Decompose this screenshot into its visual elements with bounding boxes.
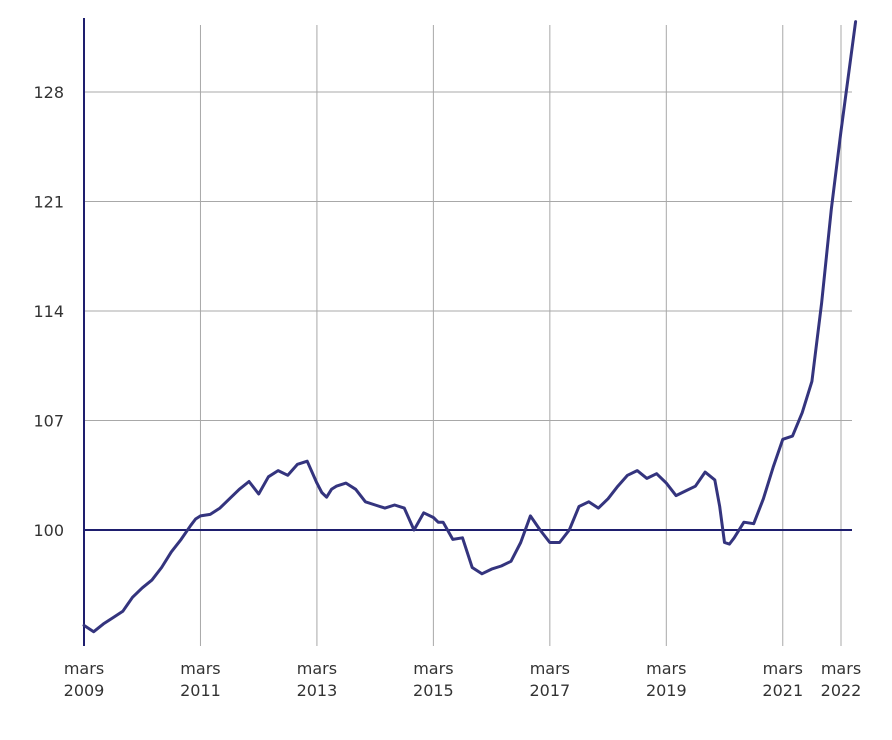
x-tick-year: 2011 xyxy=(180,681,221,700)
x-tick-label-2019: mars 2019 xyxy=(646,659,687,700)
x-tick-label-2013: mars 2013 xyxy=(297,659,338,700)
x-tick-month: mars xyxy=(646,659,686,678)
x-tick-year: 2009 xyxy=(64,681,105,700)
x-tick-year: 2019 xyxy=(646,681,687,700)
x-tick-year: 2017 xyxy=(529,681,570,700)
x-tick-year: 2015 xyxy=(413,681,454,700)
x-tick-month: mars xyxy=(64,659,104,678)
series-layer xyxy=(82,20,858,634)
x-tick-label-2017: mars 2017 xyxy=(529,659,570,700)
x-tick-month: mars xyxy=(297,659,337,678)
x-tick-label-2009: mars 2009 xyxy=(64,659,105,700)
x-tick-month: mars xyxy=(180,659,220,678)
y-tick-label-128: 128 xyxy=(33,83,64,102)
x-tick-label-2011: mars 2011 xyxy=(180,659,221,700)
x-tick-month: mars xyxy=(821,659,861,678)
x-tick-month: mars xyxy=(763,659,803,678)
x-tick-year: 2013 xyxy=(297,681,338,700)
y-tick-label-121: 121 xyxy=(33,193,64,212)
x-tick-label-2015: mars 2015 xyxy=(413,659,454,700)
x-tick-year: 2022 xyxy=(821,681,862,700)
x-tick-month: mars xyxy=(530,659,570,678)
x-tick-year: 2021 xyxy=(762,681,803,700)
x-tick-label-2021: mars 2021 xyxy=(762,659,803,700)
x-tick-month: mars xyxy=(413,659,453,678)
x-tick-label-2022: mars 2022 xyxy=(821,659,862,700)
y-tick-label-100: 100 xyxy=(33,521,64,540)
y-tick-label-107: 107 xyxy=(33,412,64,431)
y-tick-label-114: 114 xyxy=(33,302,64,321)
series-line-0 xyxy=(82,20,858,634)
